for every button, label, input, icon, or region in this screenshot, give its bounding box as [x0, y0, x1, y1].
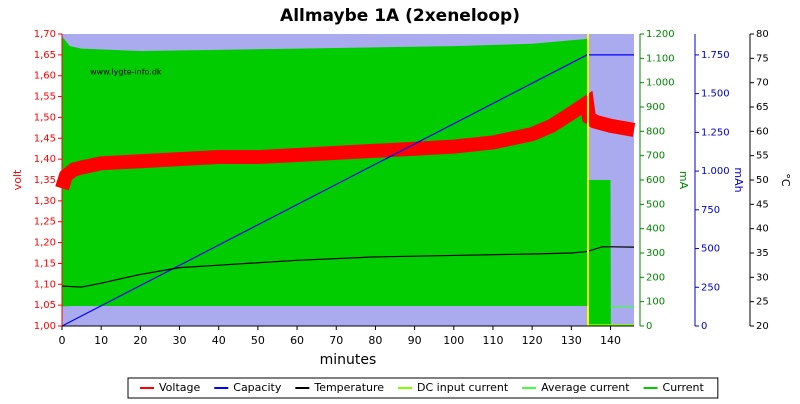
legend-label: Average current [541, 381, 630, 394]
x-tick-label: 140 [600, 334, 621, 347]
series-line [61, 54, 634, 327]
y4-tick-label: 20 [756, 321, 769, 332]
y3-tick-label: 0 [701, 321, 707, 332]
y-tick-label: 1,15 [34, 258, 56, 269]
legend [127, 377, 719, 399]
x-tick-label: 0 [59, 334, 66, 347]
y4-tick-label: 40 [756, 224, 769, 235]
x-tick-label: 90 [408, 334, 422, 347]
y2-tick-label: 900 [646, 102, 665, 113]
x-tick-label: 20 [133, 334, 147, 347]
x-tick-label: 60 [290, 334, 304, 347]
y-tick-label: 1,05 [34, 300, 56, 311]
y3-tick-label: 1.750 [701, 50, 730, 61]
legend-label: Temperature [313, 381, 384, 394]
y2-tick-label: 500 [646, 199, 665, 210]
y2-tick-label: 200 [646, 272, 665, 283]
x-tick-label: 80 [368, 334, 382, 347]
x-tick-label: 40 [212, 334, 226, 347]
y3-tick-label: 750 [701, 205, 720, 216]
x-tick-label: 70 [329, 334, 343, 347]
y2-tick-label: 100 [646, 297, 665, 308]
x-axis-title: minutes [320, 352, 377, 368]
x-tick-label: 110 [482, 334, 503, 347]
chart-title: Allmaybe 1A (2xeneloop) [280, 6, 520, 26]
y-tick-label: 1,20 [34, 238, 56, 249]
marks [55, 36, 636, 327]
x-tick-label: 50 [251, 334, 265, 347]
y4-tick-label: 70 [756, 78, 769, 89]
y4-tick-label: 50 [756, 175, 769, 186]
y-tick-label: 1,65 [34, 50, 56, 61]
y-tick-label: 1,35 [34, 175, 56, 186]
y4-tick-label: 75 [756, 53, 769, 64]
y2-tick-label: 1.000 [646, 78, 675, 89]
y4-tick-label: 30 [756, 272, 769, 283]
y2-tick-label: 600 [646, 175, 665, 186]
series-line [61, 246, 635, 288]
current-area [62, 36, 611, 326]
y2-tick-label: 700 [646, 151, 665, 162]
x-tick-label: 30 [173, 334, 187, 347]
y-tick-label: 1,10 [34, 279, 56, 290]
x-tick-label: 120 [522, 334, 543, 347]
watermark: www.lygte-info.dk [90, 68, 162, 77]
y2-tick-label: 800 [646, 126, 665, 137]
legend-label: Current [663, 381, 705, 394]
y4-tick-label: 80 [756, 29, 769, 40]
y4-tick-label: 60 [756, 126, 769, 137]
y-tick-label: 1,50 [34, 112, 56, 123]
y4-tick-label: 45 [756, 199, 769, 210]
y-axis-title: volt [11, 169, 24, 190]
legend-label: Voltage [159, 381, 200, 394]
y2-tick-label: 1.100 [646, 53, 675, 64]
x-tick-label: 130 [561, 334, 582, 347]
y-tick-label: 1,25 [34, 217, 56, 228]
y3-tick-label: 250 [701, 282, 720, 293]
y2-tick-label: 300 [646, 248, 665, 259]
y3-tick-label: 1.250 [701, 127, 730, 138]
y-tick-label: 1,30 [34, 196, 56, 207]
y-tick-label: 1,45 [34, 133, 56, 144]
y-tick-label: 1,40 [34, 154, 56, 165]
y2-tick-label: 0 [646, 321, 652, 332]
y3-axis-title: mAh [732, 167, 745, 192]
y2-axis-title: mA [677, 171, 690, 190]
y3-tick-label: 500 [701, 244, 720, 255]
y3-tick-label: 1.000 [701, 166, 730, 177]
y4-tick-label: 25 [756, 297, 769, 308]
y-tick-label: 1,60 [34, 71, 56, 82]
y-tick-label: 1,55 [34, 92, 56, 103]
x-tick-label: 10 [94, 334, 108, 347]
y4-tick-label: 35 [756, 248, 769, 259]
y4-tick-label: 65 [756, 102, 769, 113]
y2-tick-label: 1.200 [646, 29, 675, 40]
y2-tick-label: 400 [646, 224, 665, 235]
x-tick-label: 100 [443, 334, 464, 347]
y4-tick-label: 55 [756, 151, 769, 162]
legend-label: DC input current [417, 381, 509, 394]
legend-label: Capacity [233, 381, 282, 394]
y3-tick-label: 1.500 [701, 89, 730, 100]
y4-axis-title: °C [779, 173, 792, 187]
y-tick-label: 1,70 [34, 29, 56, 40]
y-tick-label: 1,00 [34, 321, 56, 332]
